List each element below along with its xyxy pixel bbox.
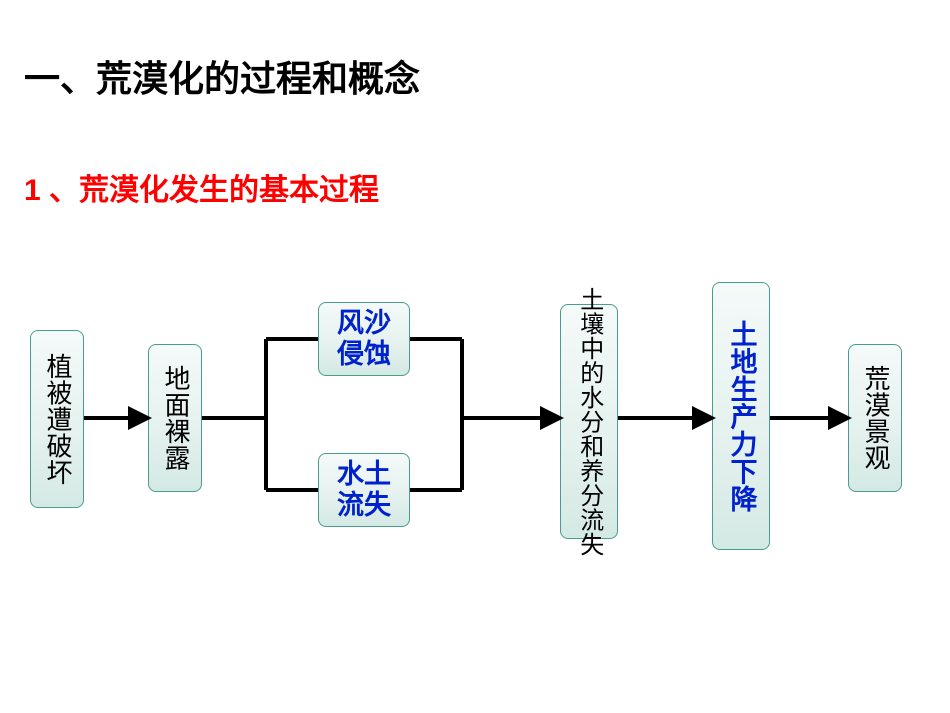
page-title: 一、荒漠化的过程和概念 bbox=[24, 50, 420, 102]
node-wind-erosion-label: 风沙 侵蚀 bbox=[337, 308, 391, 370]
flow-connectors bbox=[0, 0, 950, 713]
node-vegetation-damaged: 植被遭破坏 bbox=[30, 330, 84, 508]
node-water-soil-loss-label: 水土 流失 bbox=[337, 459, 391, 521]
node-desert-landscape-label: 荒漠景观 bbox=[860, 365, 890, 471]
node-moisture-nutrient-loss: 土壤中的水分和养分流失 bbox=[560, 304, 618, 539]
node-wind-erosion: 风沙 侵蚀 bbox=[318, 302, 410, 376]
node-ground-bare-label: 地面裸露 bbox=[160, 365, 190, 471]
node-productivity-decline: 土地生产力下降 bbox=[712, 282, 770, 550]
node-productivity-decline-label: 土地生产力下降 bbox=[725, 320, 756, 513]
section-subtitle: 1 、荒漠化发生的基本过程 bbox=[24, 165, 379, 209]
node-water-soil-loss: 水土 流失 bbox=[318, 453, 410, 527]
node-moisture-nutrient-loss-label: 土壤中的水分和养分流失 bbox=[575, 287, 603, 556]
node-vegetation-damaged-label: 植被遭破坏 bbox=[42, 353, 72, 486]
node-desert-landscape: 荒漠景观 bbox=[848, 344, 902, 492]
node-ground-bare: 地面裸露 bbox=[148, 344, 202, 492]
